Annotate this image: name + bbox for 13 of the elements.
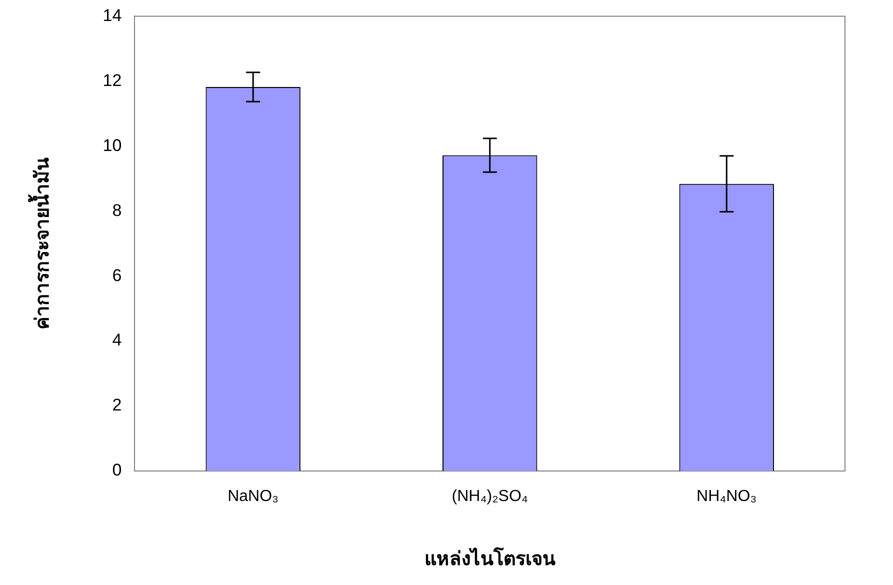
y-tick-label: 12: [102, 70, 122, 90]
y-tick-label: 6: [112, 266, 122, 285]
y-tick-label: 14: [102, 6, 122, 25]
y-tick-label: 0: [112, 460, 122, 480]
y-tick-label: 2: [112, 396, 122, 415]
x-axis-title: แหล่งไนโตรเจน: [424, 546, 556, 570]
x-tick-label: NH₄NO₃: [696, 488, 757, 506]
x-tick-label: (NH₄)₂SO₄: [452, 488, 528, 506]
x-tick-label: NaNO₃: [228, 488, 279, 506]
y-tick-label: 8: [112, 200, 122, 220]
y-tick-label: 10: [102, 136, 122, 155]
y-tick-label: 4: [112, 330, 122, 350]
y-axis-title: ค่าการกระจายน้ำมัน: [28, 158, 54, 330]
